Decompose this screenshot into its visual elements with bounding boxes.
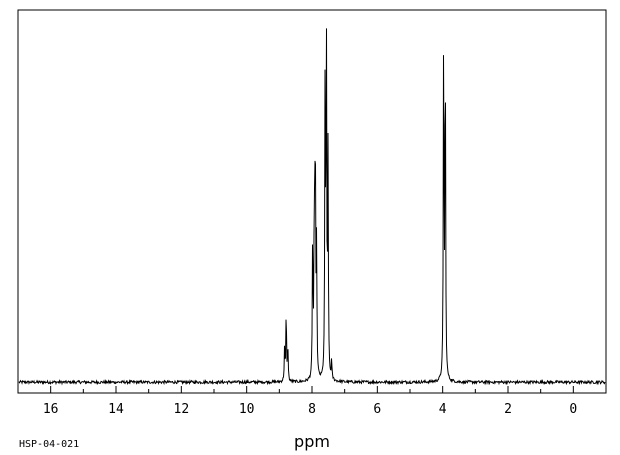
sample-id-label: HSP-04-021 [19, 439, 79, 450]
x-tick-label: 16 [43, 402, 59, 417]
x-tick-label: 6 [373, 402, 381, 417]
x-axis-title: ppm [294, 432, 330, 451]
x-axis-tick-labels: 16 14 12 10 8 6 4 2 0 [43, 402, 577, 417]
x-tick-label: 8 [308, 402, 316, 417]
x-tick-label: 14 [108, 402, 124, 417]
x-tick-label: 4 [439, 402, 447, 417]
spectrum-line [18, 28, 606, 386]
x-tick-label: 10 [239, 402, 255, 417]
x-tick-label: 2 [504, 402, 512, 417]
x-tick-label: 12 [174, 402, 190, 417]
x-tick-label: 0 [569, 402, 577, 417]
x-axis-ticks [17, 386, 607, 393]
